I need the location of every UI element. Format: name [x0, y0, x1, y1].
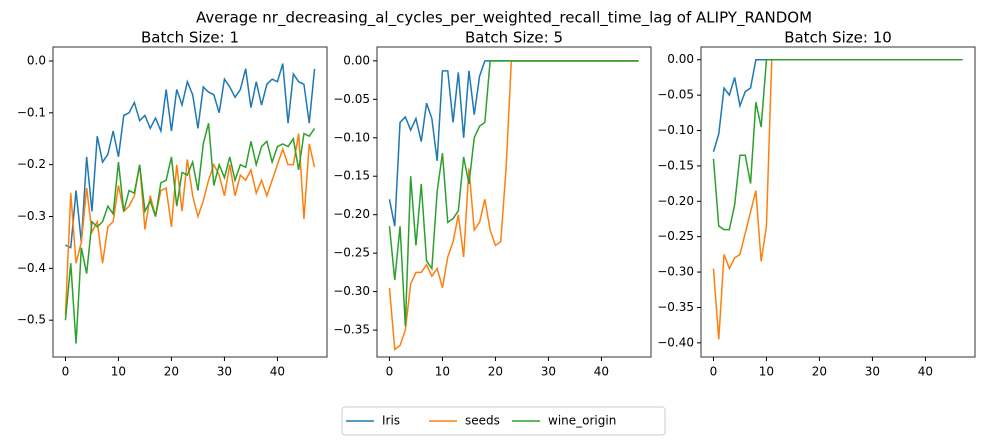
y-tick-label: −0.25	[657, 229, 694, 243]
x-tick-label: 10	[435, 365, 450, 379]
series-line	[64, 133, 316, 316]
legend-label: seeds	[465, 414, 500, 428]
series-line	[388, 60, 639, 327]
y-tick-label: −0.4	[17, 261, 46, 275]
y-tick-label: −0.05	[657, 88, 694, 102]
y-tick-label: −0.20	[333, 207, 370, 221]
series-line	[65, 63, 316, 249]
x-tick-label: 20	[812, 365, 827, 379]
y-tick-label: −0.40	[657, 335, 694, 349]
x-tick-label: 20	[164, 365, 179, 379]
x-tick-label: 40	[918, 365, 933, 379]
y-tick-label: −0.1	[17, 105, 46, 119]
y-tick-label: −0.30	[657, 265, 694, 279]
y-tick-label: 0.00	[667, 52, 694, 66]
x-tick-label: 10	[759, 365, 774, 379]
legend-label: wine_origin	[548, 414, 616, 428]
x-tick-label: 30	[217, 365, 232, 379]
axes-frame	[52, 46, 328, 358]
y-tick-label: −0.30	[333, 284, 370, 298]
legend	[341, 406, 666, 436]
x-tick-label: 0	[386, 365, 394, 379]
y-tick-label: −0.05	[333, 92, 370, 106]
y-tick-label: −0.15	[657, 158, 694, 172]
figure-title: Average nr_decreasing_al_cycles_per_weig…	[196, 9, 812, 28]
subplot-title: Batch Size: 10	[784, 29, 892, 47]
y-tick-label: −0.15	[333, 169, 370, 183]
series-line	[64, 123, 316, 344]
y-tick-label: 0.00	[343, 53, 370, 67]
y-tick-label: −0.35	[333, 323, 370, 337]
y-tick-label: −0.2	[17, 157, 46, 171]
x-tick-label: 0	[62, 365, 70, 379]
series-line	[388, 60, 639, 227]
series-line	[712, 58, 963, 340]
y-tick-label: −0.3	[17, 209, 46, 223]
x-tick-label: 20	[488, 365, 503, 379]
series-line	[712, 58, 963, 231]
legend-label: Iris	[382, 414, 400, 428]
x-tick-label: 30	[865, 365, 880, 379]
y-tick-label: −0.20	[657, 194, 694, 208]
x-tick-label: 0	[710, 365, 718, 379]
y-tick-label: −0.5	[17, 313, 46, 327]
y-tick-label: −0.35	[657, 300, 694, 314]
subplot-title: Batch Size: 1	[141, 29, 239, 47]
y-tick-label: 0.0	[27, 53, 46, 67]
x-tick-label: 40	[594, 365, 609, 379]
x-tick-label: 30	[541, 365, 556, 379]
series-line	[712, 58, 963, 152]
x-tick-label: 40	[270, 365, 285, 379]
x-tick-label: 10	[111, 365, 126, 379]
axes-frame	[700, 46, 976, 358]
y-tick-label: −0.10	[657, 123, 694, 137]
subplot-title: Batch Size: 5	[465, 29, 563, 47]
y-tick-label: −0.25	[333, 246, 370, 260]
axes-frame	[376, 46, 652, 358]
y-tick-label: −0.10	[333, 130, 370, 144]
